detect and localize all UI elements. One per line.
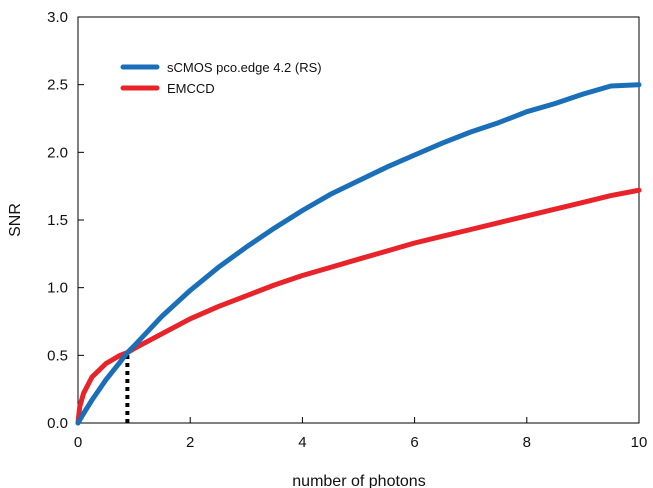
- x-tick-label: 8: [523, 434, 531, 451]
- x-axis-label: number of photons: [292, 473, 425, 488]
- x-tick-label: 6: [410, 434, 418, 451]
- y-tick-label: 0.5: [47, 347, 68, 364]
- y-tick-label: 2.5: [47, 77, 68, 94]
- y-tick-label: 3.0: [47, 9, 68, 26]
- plot-frame: [77, 16, 640, 424]
- x-tick-label: 10: [631, 434, 648, 451]
- legend-label: EMCCD: [167, 81, 215, 96]
- y-tick-label: 2.0: [47, 144, 68, 161]
- legend-label: sCMOS pco.edge 4.2 (RS): [167, 60, 322, 75]
- legend: sCMOS pco.edge 4.2 (RS) EMCCD: [120, 60, 322, 96]
- x-axis-ticks: 0 2 4 6 8 10: [74, 417, 648, 451]
- x-tick-label: 2: [186, 434, 194, 451]
- y-tick-label: 1.0: [47, 280, 68, 297]
- x-tick-label: 4: [298, 434, 306, 451]
- y-axis-label: SNR: [7, 203, 24, 237]
- x-tick-label: 0: [74, 434, 82, 451]
- y-tick-label: 0.0: [47, 415, 68, 432]
- scmos-series-line: [75, 82, 642, 426]
- y-axis-ticks: 0.0 0.5 1.0 1.5 2.0 2.5 3.0: [47, 9, 84, 432]
- series-layer: [75, 82, 642, 426]
- emccd-series-line: [75, 187, 642, 426]
- y-tick-label: 1.5: [47, 212, 68, 229]
